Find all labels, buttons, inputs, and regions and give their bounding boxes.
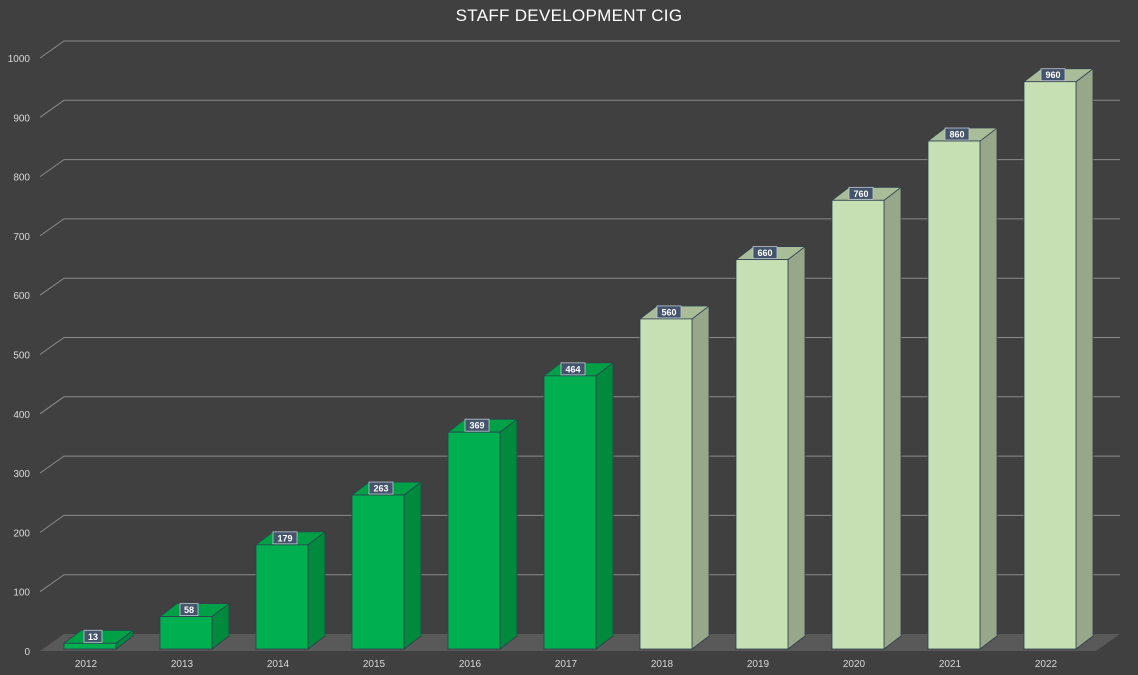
data-label: 263: [368, 481, 394, 495]
gridline: [39, 40, 1120, 59]
x-tick-label: 2014: [267, 659, 290, 670]
data-label-box: [464, 418, 490, 432]
y-tick-label: 100: [13, 588, 30, 599]
chart-title: STAFF DEVELOPMENT CIG: [455, 6, 683, 25]
data-label-value: 960: [1045, 70, 1060, 80]
bar-front: [831, 199, 885, 650]
data-label: 369: [464, 418, 490, 432]
data-label: 13: [83, 629, 103, 643]
x-tick-label: 2018: [651, 659, 674, 670]
data-label: 179: [272, 531, 298, 545]
x-tick-label: 2022: [1035, 659, 1058, 670]
y-tick-label: 900: [13, 113, 30, 124]
bar-front: [543, 375, 597, 650]
data-label-value: 369: [469, 421, 484, 431]
x-axis-tick-labels: 2012 2013 2014 2015 2016 2017 2018 2019 2020 2021…: [75, 659, 1058, 670]
gridline: [39, 99, 1120, 118]
data-label-box: [656, 305, 682, 319]
gridline: [39, 218, 1120, 237]
bar-side: [499, 418, 518, 650]
bar-2018: 560: [638, 305, 711, 650]
bar-front: [1023, 81, 1077, 650]
bars: 13 58 179 263 369 464 560 660 760 860 960: [62, 67, 1095, 650]
bar-2013: 58: [158, 602, 231, 650]
bar-2020: 760: [830, 186, 903, 650]
bar-front: [927, 140, 981, 650]
x-tick-label: 2015: [363, 659, 386, 670]
data-label-value: 179: [277, 533, 292, 543]
bar-front: [351, 494, 405, 650]
data-label-value: 13: [88, 632, 98, 642]
data-label: 760: [848, 186, 874, 200]
x-tick-label: 2012: [75, 659, 98, 670]
y-tick-label: 400: [13, 410, 30, 421]
data-label: 560: [656, 305, 682, 319]
x-tick-label: 2013: [171, 659, 194, 670]
bar-side: [403, 481, 422, 650]
bar-side: [691, 305, 710, 650]
bar-2017: 464: [542, 362, 615, 650]
y-axis-tick-labels: 0 100 200 300 400 500 600 700 800 900 1000: [8, 54, 31, 658]
y-tick-label: 300: [13, 469, 30, 480]
y-tick-label: 600: [13, 291, 30, 302]
data-label-box: [752, 246, 778, 260]
bar-side: [883, 186, 902, 650]
data-label-box: [179, 603, 199, 617]
data-label-value: 760: [853, 189, 868, 199]
bar-front: [735, 259, 789, 650]
bar-2015: 263: [350, 481, 423, 650]
bar-2021: 860: [926, 127, 999, 650]
y-tick-label: 200: [13, 528, 30, 539]
data-label-box: [83, 629, 103, 643]
data-label-value: 860: [949, 130, 964, 140]
y-tick-label: 0: [24, 647, 30, 658]
x-tick-label: 2019: [747, 659, 770, 670]
bar-front: [255, 544, 309, 650]
data-label: 464: [560, 362, 586, 376]
bar-front: [63, 642, 117, 650]
x-tick-label: 2016: [459, 659, 482, 670]
data-label: 960: [1040, 68, 1066, 82]
bar-front: [447, 431, 501, 650]
data-label-box: [368, 481, 394, 495]
y-tick-label: 1000: [8, 54, 31, 65]
bar-front: [639, 318, 693, 650]
y-tick-label: 500: [13, 351, 30, 362]
data-label-value: 58: [184, 605, 194, 615]
bar-2022: 960: [1022, 67, 1095, 650]
bar-side: [787, 245, 806, 650]
bar-side: [307, 531, 326, 650]
data-label: 660: [752, 246, 778, 260]
bar-2016: 369: [446, 418, 519, 650]
bar-side: [1075, 67, 1094, 650]
y-tick-label: 700: [13, 232, 30, 243]
bar-2014: 179: [254, 531, 327, 650]
bar-front: [159, 616, 213, 650]
data-label-value: 660: [757, 248, 772, 258]
data-label-value: 560: [661, 307, 676, 317]
data-label-box: [560, 362, 586, 376]
gridline: [39, 159, 1120, 178]
data-label-value: 464: [565, 364, 580, 374]
x-tick-label: 2021: [939, 659, 962, 670]
data-label-box: [944, 127, 970, 141]
y-tick-label: 800: [13, 173, 30, 184]
bar-2019: 660: [734, 245, 807, 650]
bar-side: [979, 127, 998, 650]
bar-side: [595, 362, 614, 650]
data-label: 860: [944, 127, 970, 141]
x-tick-label: 2020: [843, 659, 866, 670]
x-tick-label: 2017: [555, 659, 578, 670]
data-label-value: 263: [373, 484, 388, 494]
bar-2012: 13: [62, 629, 135, 650]
data-label-box: [1040, 68, 1066, 82]
data-label: 58: [179, 603, 199, 617]
data-label-box: [272, 531, 298, 545]
data-label-box: [848, 186, 874, 200]
